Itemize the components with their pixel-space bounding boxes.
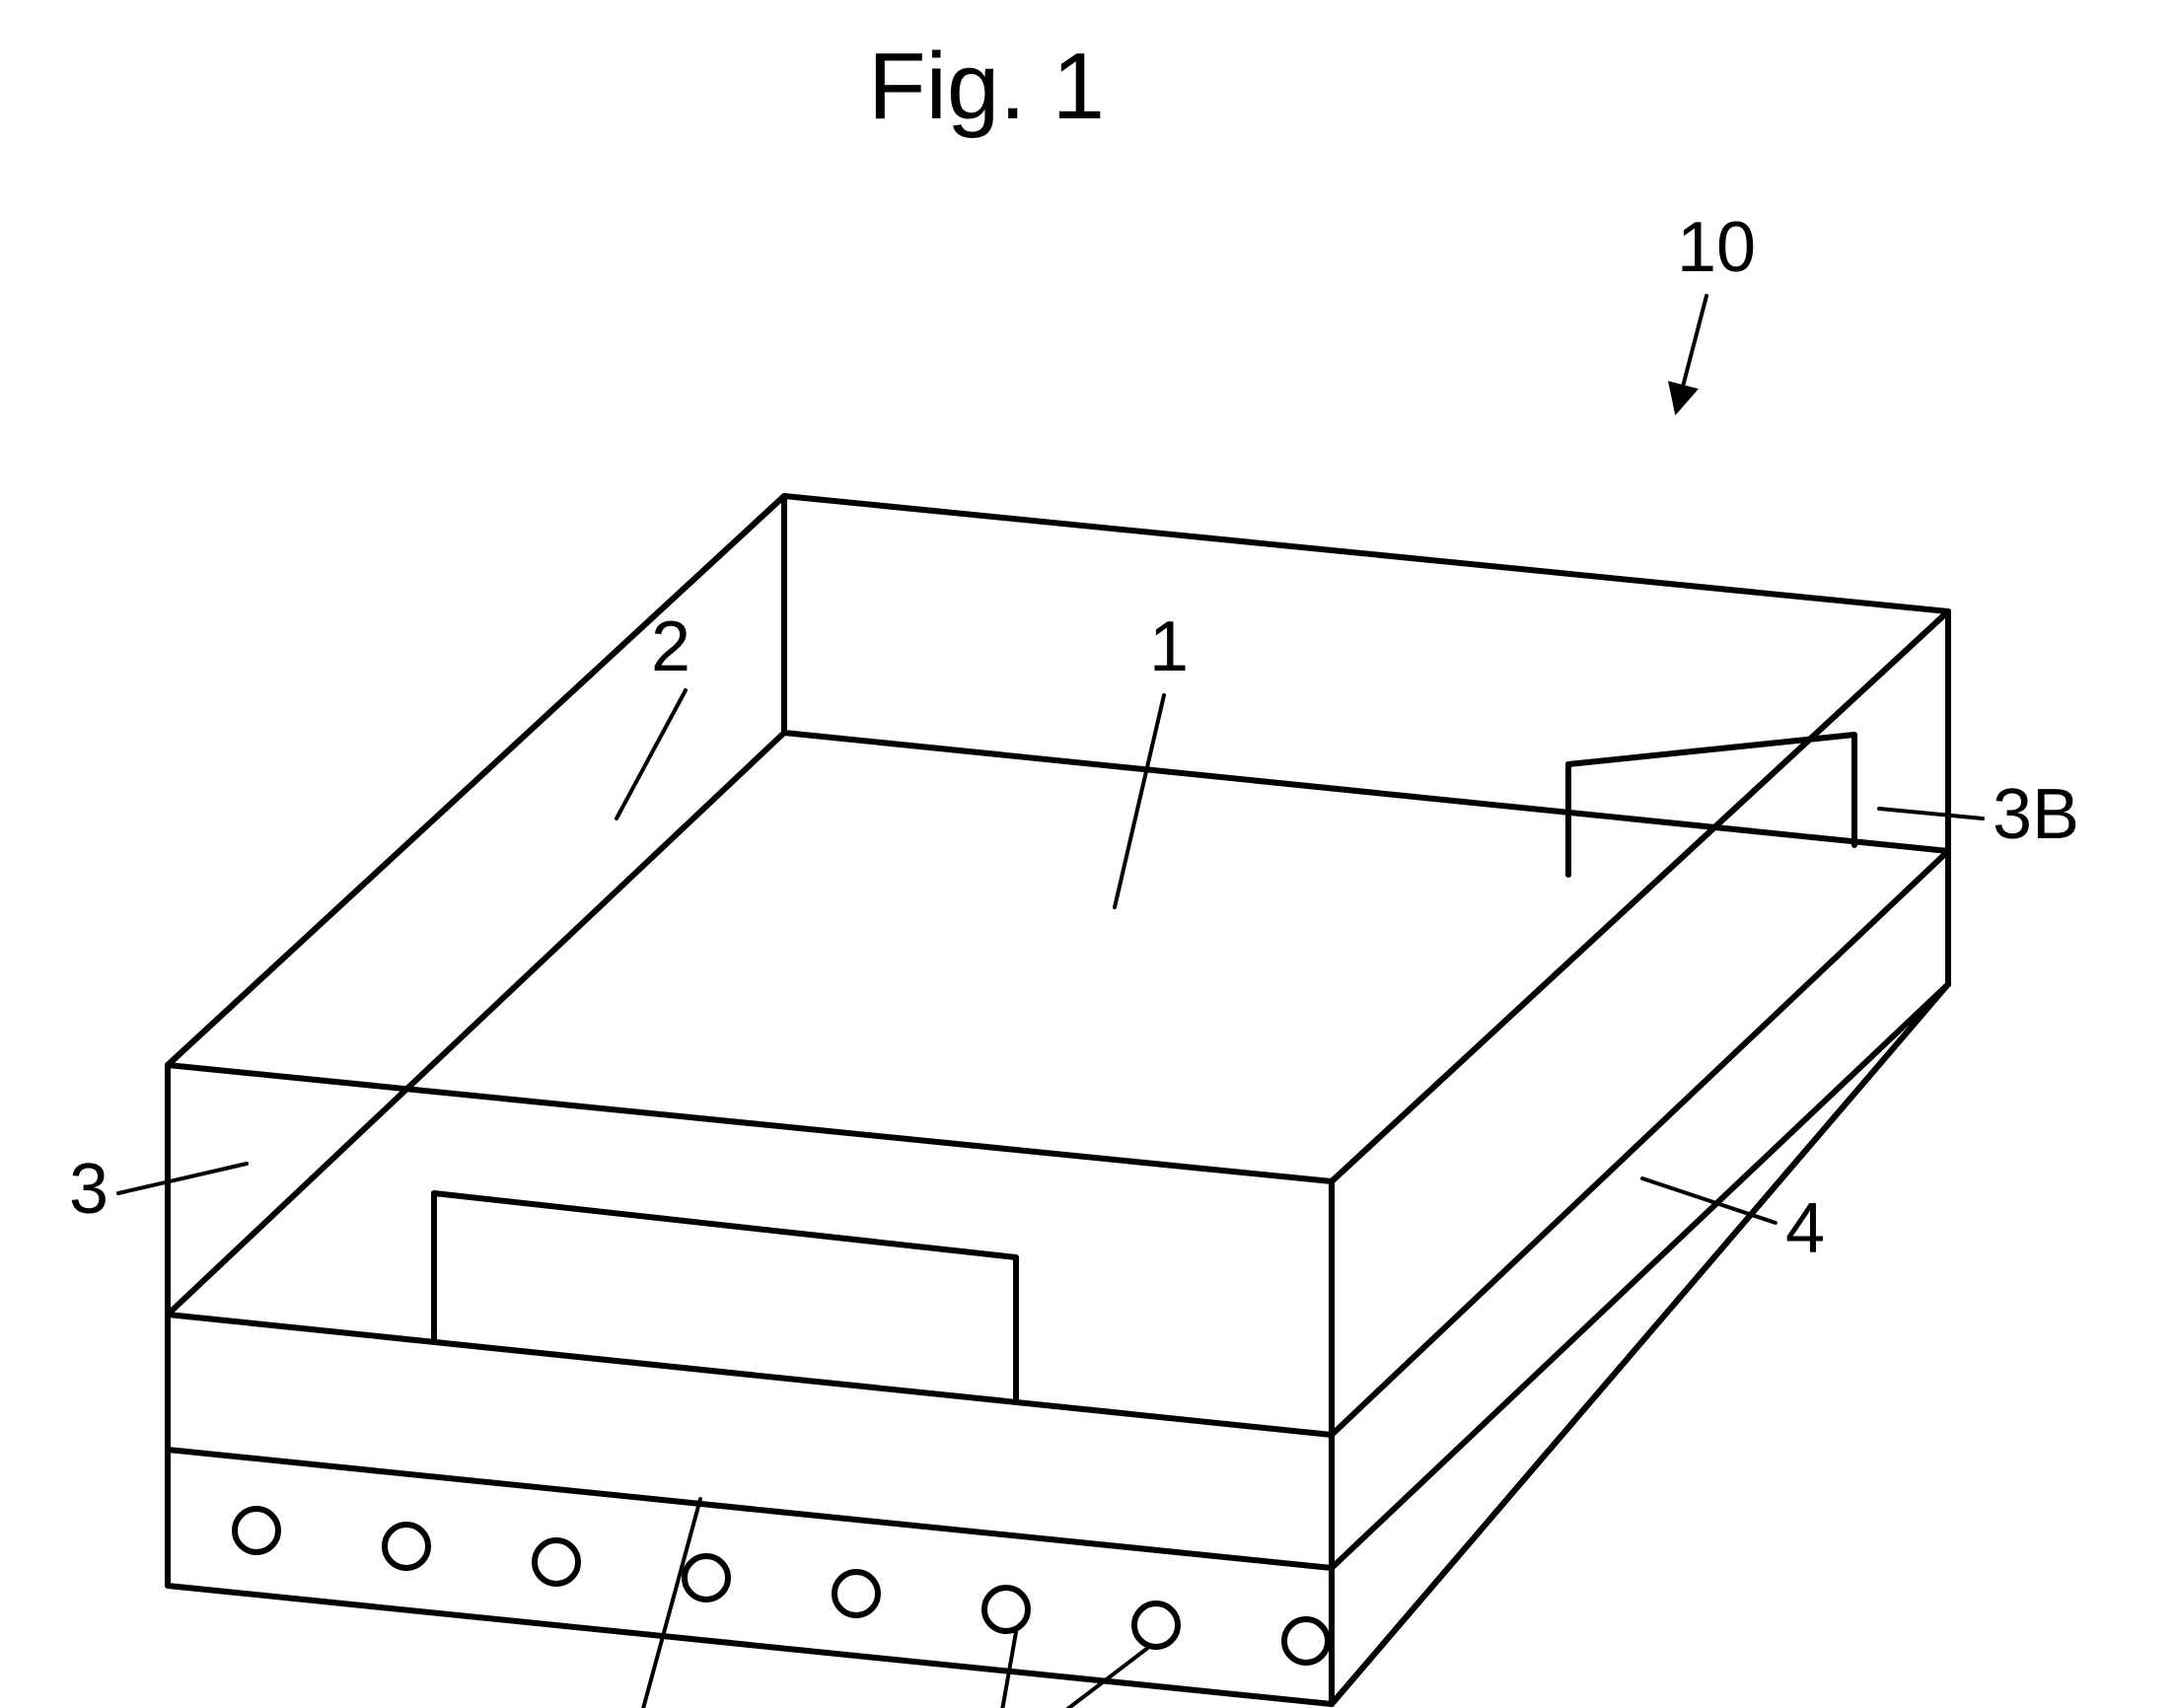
hole-4A-4 <box>685 1556 728 1600</box>
base-front-face-4 <box>168 1450 1332 1704</box>
leader-3A <box>641 1499 700 1708</box>
hole-4A-5 <box>834 1572 878 1615</box>
leader-10 <box>1677 296 1706 409</box>
label-4: 4 <box>1785 1189 1825 1268</box>
hole-4A-2 <box>385 1525 428 1568</box>
label-10: 10 <box>1677 208 1756 287</box>
leader-1 <box>1115 695 1164 907</box>
hole-4A-1 <box>235 1509 278 1552</box>
label-2: 2 <box>651 607 690 686</box>
leader-2 <box>617 690 686 818</box>
label-1: 1 <box>1149 607 1189 686</box>
hole-4A-6 <box>984 1588 1028 1631</box>
back-opening-3B <box>1568 735 1854 875</box>
leader-4 <box>1642 1178 1776 1223</box>
leader-3 <box>118 1164 247 1193</box>
wall-top-edge-2 <box>168 496 1948 1181</box>
assembly-10 <box>168 496 1948 1704</box>
label-3B: 3B <box>1993 775 2079 854</box>
hole-4A-7 <box>1134 1603 1178 1647</box>
hole-4A-8 <box>1284 1619 1328 1663</box>
label-3: 3 <box>69 1150 109 1229</box>
figure-title: Fig. 1 <box>868 34 1105 139</box>
hole-4A-3 <box>535 1540 578 1584</box>
leader-3B <box>1879 809 1983 818</box>
